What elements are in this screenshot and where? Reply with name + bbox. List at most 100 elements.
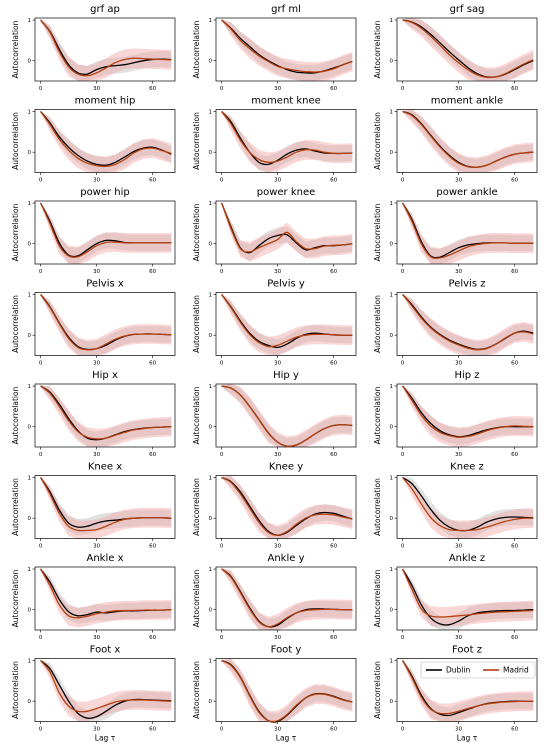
y-tick-label: 0 — [209, 242, 213, 248]
madrid-band — [221, 293, 353, 356]
x-tick-label: 0 — [39, 544, 43, 550]
madrid-line — [221, 294, 353, 348]
x-tick-label: 30 — [93, 544, 100, 550]
subplot-11: Pelvis z 0 1 0 30 60 Autocorrelation — [373, 279, 538, 367]
y-tick-label: 0 — [390, 516, 394, 522]
x-tick-label: 0 — [39, 727, 43, 733]
madrid-band — [40, 293, 172, 356]
y-tick-label: 1 — [28, 476, 32, 482]
subplot-title: Knee y — [269, 462, 303, 473]
y-tick-label: 0 — [390, 333, 394, 339]
dublin-band — [40, 293, 172, 356]
y-tick-label: 0 — [28, 516, 32, 522]
subplot-3: moment hip 0 1 0 30 60 Autocorrelation — [11, 96, 176, 184]
madrid-band — [402, 293, 534, 356]
subplot-title: Foot x — [90, 645, 121, 656]
axes-frame — [34, 566, 176, 631]
axes-frame — [396, 566, 538, 631]
axes-frame — [396, 658, 538, 722]
subplot-title: power hip — [80, 187, 130, 198]
x-tick-label: 0 — [220, 452, 224, 458]
madrid-band — [40, 110, 172, 173]
dublin-band — [221, 19, 353, 81]
madrid-band — [221, 19, 353, 81]
subplot-title: grf ml — [271, 4, 301, 15]
x-tick-label: 30 — [93, 361, 100, 367]
y-tick-label: 1 — [28, 110, 32, 116]
x-tick-label: 0 — [220, 727, 224, 733]
y-tick-label: 1 — [209, 567, 213, 573]
subplot-title: Hip z — [454, 370, 479, 381]
axes-frame — [215, 475, 357, 539]
dublin-band — [402, 202, 534, 264]
x-tick-label: 0 — [401, 86, 405, 92]
axes-frame — [34, 200, 176, 265]
madrid-band — [402, 659, 534, 722]
axes-frame — [34, 109, 176, 173]
x-tick-label: 60 — [149, 178, 156, 184]
dublin-band — [221, 476, 353, 539]
x-tick-label: 60 — [511, 452, 518, 458]
dublin-band — [40, 110, 172, 173]
x-axis-label: Lag τ — [457, 734, 478, 743]
x-tick-label: 60 — [511, 178, 518, 184]
subplot-14: Hip z 0 1 0 30 60 Autocorrelation — [373, 370, 538, 458]
x-tick-label: 30 — [274, 635, 281, 641]
y-tick-label: 1 — [28, 293, 32, 299]
x-tick-label: 30 — [455, 635, 462, 641]
y-tick-label: 0 — [390, 150, 394, 156]
subplot-20: Ankle z 0 1 0 30 60 Autocorrelation — [373, 553, 538, 641]
y-tick-label: 1 — [28, 201, 32, 207]
x-tick-label: 30 — [274, 544, 281, 550]
x-tick-label: 60 — [330, 178, 337, 184]
subplot-title: power knee — [257, 187, 316, 198]
madrid-line — [221, 111, 353, 164]
dublin-band — [402, 109, 534, 173]
y-tick-label: 0 — [390, 425, 394, 431]
y-axis-label: Autocorrelation — [11, 20, 20, 78]
dublin-line — [402, 385, 534, 438]
madrid-band — [40, 385, 172, 447]
subplot-title: Hip x — [92, 370, 118, 381]
y-tick-label: 0 — [28, 699, 32, 705]
y-tick-label: 1 — [209, 201, 213, 207]
x-tick-label: 30 — [274, 361, 281, 367]
x-tick-label: 30 — [274, 178, 281, 184]
x-tick-label: 0 — [401, 178, 405, 184]
y-axis-label: Autocorrelation — [192, 661, 201, 719]
madrid-line — [221, 659, 353, 723]
subplot-title: grf ap — [90, 4, 120, 15]
x-tick-label: 0 — [401, 452, 405, 458]
subplot-18: Ankle x 0 1 0 30 60 Autocorrelation — [11, 553, 176, 641]
madrid-band — [402, 385, 534, 447]
subplot-title: Pelvis x — [86, 279, 124, 290]
x-tick-label: 60 — [330, 635, 337, 641]
y-tick-label: 1 — [390, 110, 394, 116]
subplot-19: Ankle y 0 1 0 30 60 Autocorrelation — [192, 553, 357, 641]
y-axis-label: Autocorrelation — [11, 203, 20, 261]
madrid-band — [402, 202, 534, 264]
x-tick-label: 0 — [401, 544, 405, 550]
madrid-line — [402, 477, 534, 532]
y-axis-label: Autocorrelation — [11, 661, 20, 719]
axes-frame — [396, 475, 538, 539]
subplot-17: Knee z 0 1 0 30 60 Autocorrelation — [373, 462, 538, 550]
x-tick-label: 60 — [149, 635, 156, 641]
y-tick-label: 1 — [209, 476, 213, 482]
madrid-band — [402, 568, 534, 627]
x-tick-label: 0 — [220, 269, 224, 275]
x-tick-label: 30 — [274, 452, 281, 458]
dublin-band — [402, 18, 534, 81]
y-axis-label: Autocorrelation — [192, 569, 201, 627]
madrid-band — [40, 19, 172, 81]
subplot-title: power ankle — [436, 187, 497, 198]
y-tick-label: 0 — [209, 59, 213, 65]
x-tick-label: 0 — [220, 544, 224, 550]
subplot-13: Hip y 0 1 0 30 60 Autocorrelation — [192, 370, 357, 458]
dublin-band — [40, 19, 172, 81]
y-axis-label: Autocorrelation — [192, 20, 201, 78]
madrid-band — [40, 568, 172, 628]
x-tick-label: 60 — [330, 361, 337, 367]
x-tick-label: 30 — [455, 727, 462, 733]
axes-frame — [215, 383, 357, 448]
